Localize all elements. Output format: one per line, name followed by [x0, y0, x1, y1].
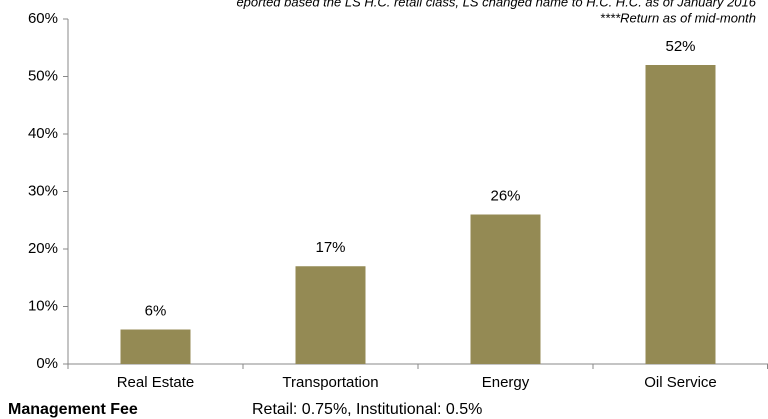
- note: eported based the LS H.C. retail class, …: [236, 0, 756, 9]
- x-tick-label: Real Estate: [117, 374, 195, 391]
- bar: [295, 266, 366, 364]
- x-tick-label: Energy: [482, 374, 530, 391]
- y-tick-label: 20%: [28, 240, 58, 257]
- y-tick-label: 60%: [28, 10, 58, 27]
- footer-label: Management Fee: [8, 401, 138, 418]
- note: ****Return as of mid-month: [600, 10, 756, 25]
- data-label: 6%: [145, 302, 167, 319]
- y-tick-label: 0%: [36, 355, 58, 372]
- bar: [645, 65, 716, 364]
- bar: [120, 329, 191, 364]
- y-tick-label: 10%: [28, 297, 58, 314]
- y-tick-label: 30%: [28, 182, 58, 199]
- x-tick-label: Transportation: [282, 374, 378, 391]
- footer-text: Retail: 0.75%, Institutional: 0.5%: [252, 401, 482, 418]
- bar: [470, 214, 541, 364]
- data-label: 26%: [490, 187, 520, 204]
- data-label: 52%: [665, 38, 695, 55]
- y-tick-label: 40%: [28, 125, 58, 142]
- y-tick-label: 50%: [28, 67, 58, 84]
- x-tick-label: Oil Service: [644, 374, 717, 391]
- data-label: 17%: [315, 239, 345, 256]
